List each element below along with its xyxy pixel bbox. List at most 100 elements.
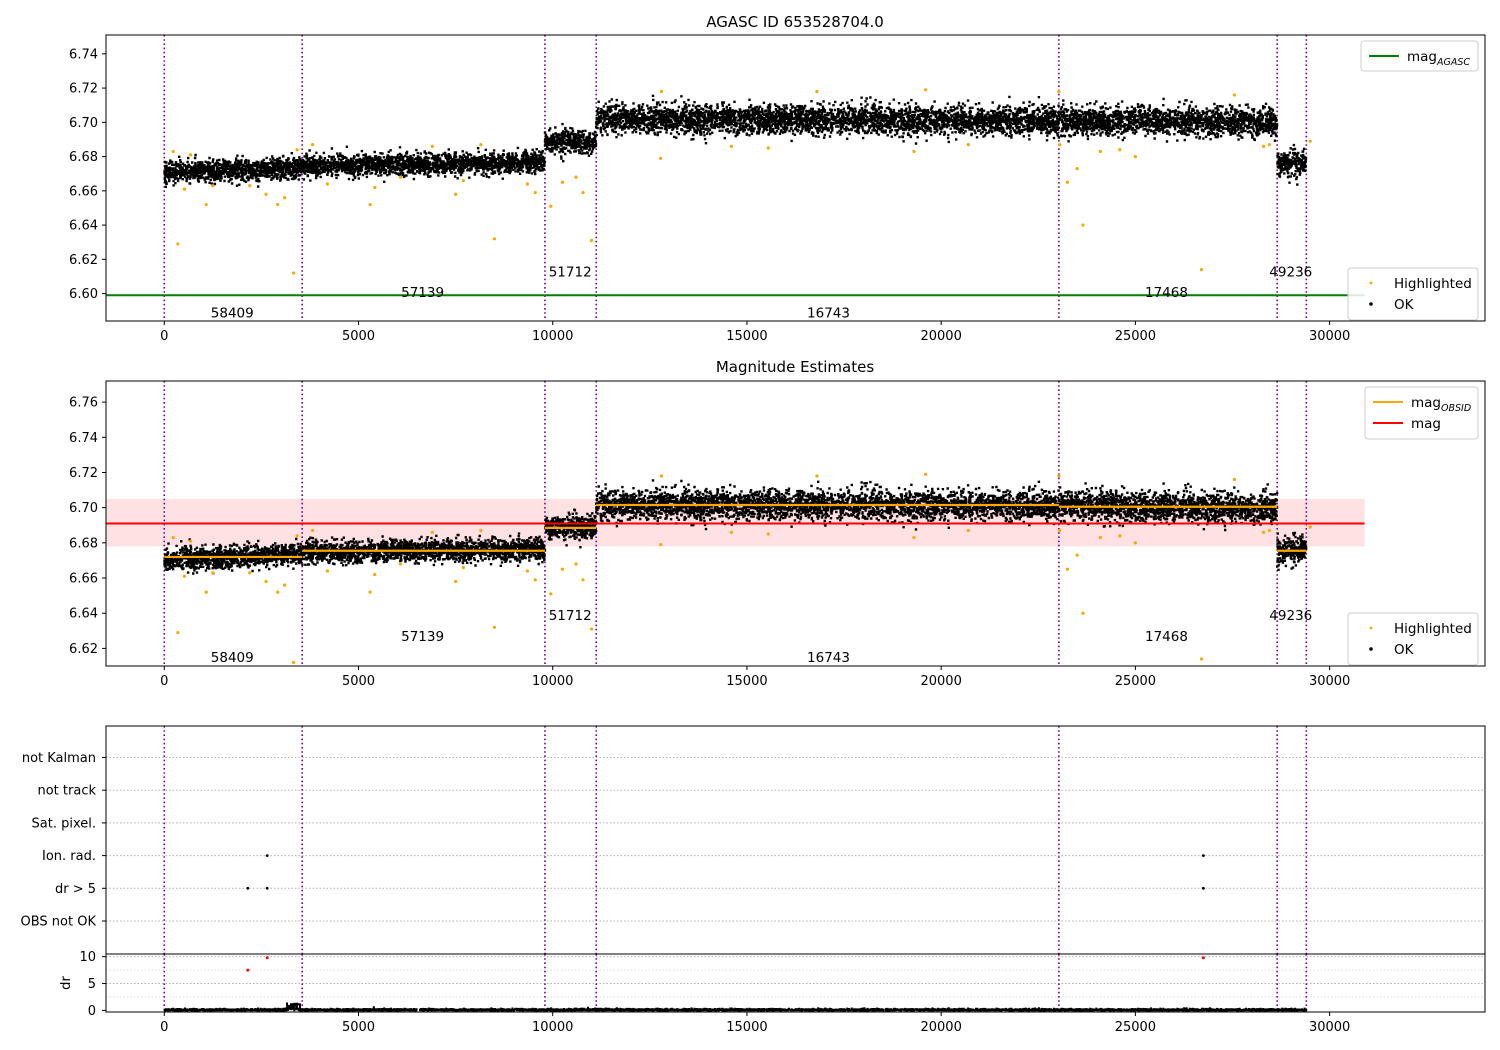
flag-label: not Kalman — [22, 751, 96, 766]
highlighted-point — [589, 627, 594, 631]
highlighted-point — [171, 149, 175, 154]
highlighted-point — [373, 185, 377, 190]
agasc-xtick-label: 25000 — [1115, 329, 1156, 344]
highlighted-point — [295, 148, 299, 152]
mag-legend-top — [1364, 386, 1479, 440]
highlighted-point — [1261, 144, 1266, 148]
highlighted-point — [766, 146, 770, 150]
highlighted-point — [533, 578, 537, 582]
mag-obsid-label: 16743 — [807, 650, 850, 666]
highlighted-point — [659, 156, 663, 160]
highlighted-point — [182, 574, 187, 578]
flag-point — [1201, 886, 1205, 890]
highlighted-point — [283, 196, 287, 200]
highlighted-point — [815, 474, 819, 478]
agasc-xtick-label: 0 — [160, 329, 168, 344]
agasc-obsid-label: 49236 — [1269, 264, 1312, 280]
highlighted-point — [1098, 149, 1103, 154]
mag-ytick-label: 6.62 — [69, 642, 98, 657]
highlighted-point — [292, 271, 296, 275]
agasc-legend-bottom — [1347, 267, 1479, 321]
mag-obsid-label: 49236 — [1269, 608, 1312, 624]
highlighted-point — [264, 192, 268, 196]
highlighted-point — [430, 530, 434, 534]
highlighted-point — [368, 590, 372, 594]
highlighted-point — [581, 190, 585, 195]
highlighted-point — [924, 472, 928, 476]
dr-panel: 0 5 10 0 5000 10000 15000 20000 25000 30000 dr — [59, 950, 1486, 1035]
highlighted-point — [525, 569, 530, 573]
highlighted-point — [815, 89, 819, 94]
dr-outlier-point — [246, 968, 250, 972]
agasc-ytick-label: 6.70 — [69, 116, 98, 131]
highlighted-point — [766, 532, 770, 536]
agasc-legend-bottom-label: OK — [1394, 297, 1415, 313]
mag-obsid-label: 58409 — [211, 650, 254, 666]
agasc-legend-top-subscript: AGASC — [1436, 57, 1470, 68]
highlighted-point — [1057, 89, 1061, 94]
dr-ytick-label: 0 — [88, 1004, 96, 1019]
dr-ylabel: dr — [59, 976, 74, 990]
highlighted-point — [461, 178, 465, 183]
agasc-panel: AGASC ID 653528704.0 58409 57139 51712 1674… — [69, 13, 1486, 344]
highlighted-point — [283, 583, 287, 587]
highlighted-point — [430, 144, 434, 148]
highlighted-point — [659, 474, 664, 478]
highlighted-point — [276, 590, 280, 594]
highlighted-point — [560, 180, 565, 184]
agasc-ytick-label: 6.66 — [69, 184, 98, 199]
highlighted-point — [1065, 567, 1070, 571]
dr-frame — [105, 953, 1486, 1013]
flag-point — [265, 854, 269, 857]
mag-legend-bottom-label: Highlighted — [1394, 621, 1472, 637]
highlighted-point — [295, 534, 299, 538]
highlighted-point — [729, 144, 734, 148]
mag-xtick-label: 5000 — [342, 674, 375, 689]
highlighted-point — [1058, 528, 1062, 533]
highlighted-point — [204, 202, 208, 207]
highlighted-point — [966, 528, 970, 533]
highlighted-point — [189, 153, 193, 157]
highlighted-point — [1057, 474, 1061, 478]
highlighted-point — [589, 238, 594, 243]
highlighted-point — [1075, 166, 1079, 171]
highlighted-point — [1133, 541, 1137, 545]
highlighted-point — [1081, 223, 1085, 227]
highlighted-point — [574, 562, 578, 566]
highlighted-point — [311, 528, 315, 533]
agasc-ytick-label: 6.64 — [69, 219, 98, 234]
highlighted-point — [276, 202, 280, 207]
highlighted-point — [479, 528, 483, 533]
magnitude-estimates-panel-title: Magnitude Estimates — [716, 358, 874, 376]
highlighted-point — [912, 535, 916, 540]
highlighted-point — [492, 237, 497, 241]
mag-ytick-label: 6.68 — [69, 536, 98, 551]
highlighted-point — [479, 143, 483, 147]
mag-frame — [105, 380, 1486, 667]
agasc-panel-title: AGASC ID 653528704.0 — [706, 13, 884, 31]
mag-obsid-label: 51712 — [549, 608, 592, 624]
highlighted-point — [1065, 180, 1070, 184]
highlighted-point — [1232, 477, 1237, 482]
agasc-xtick-label: 15000 — [726, 329, 767, 344]
mag-ytick-label: 6.64 — [69, 607, 98, 622]
highlighted-point — [729, 530, 734, 534]
highlighted-point — [398, 175, 403, 179]
dr-outlier-point — [1201, 956, 1205, 960]
highlighted-point — [1118, 148, 1122, 152]
flag-label: Sat. pixel. — [32, 816, 96, 831]
highlighted-point — [461, 565, 465, 570]
highlighted-point — [924, 88, 928, 92]
highlighted-point — [659, 543, 663, 547]
agasc-ytick-label: 6.60 — [69, 287, 98, 302]
agasc-legend-bottom-swatch — [1369, 281, 1373, 285]
agasc-ytick-label: 6.68 — [69, 150, 98, 165]
agasc-obsid-label: 51712 — [549, 264, 592, 280]
mag-ytick-label: 6.70 — [69, 501, 98, 516]
mag-xtick-label: 30000 — [1309, 674, 1350, 689]
highlighted-point — [1118, 534, 1122, 538]
highlighted-point — [204, 590, 208, 594]
flags-panel: OBS not OK dr > 5 Ion. rad. Sat. pixel. not … — [21, 725, 1486, 955]
highlighted-point — [1308, 139, 1312, 143]
highlighted-point — [659, 89, 664, 94]
